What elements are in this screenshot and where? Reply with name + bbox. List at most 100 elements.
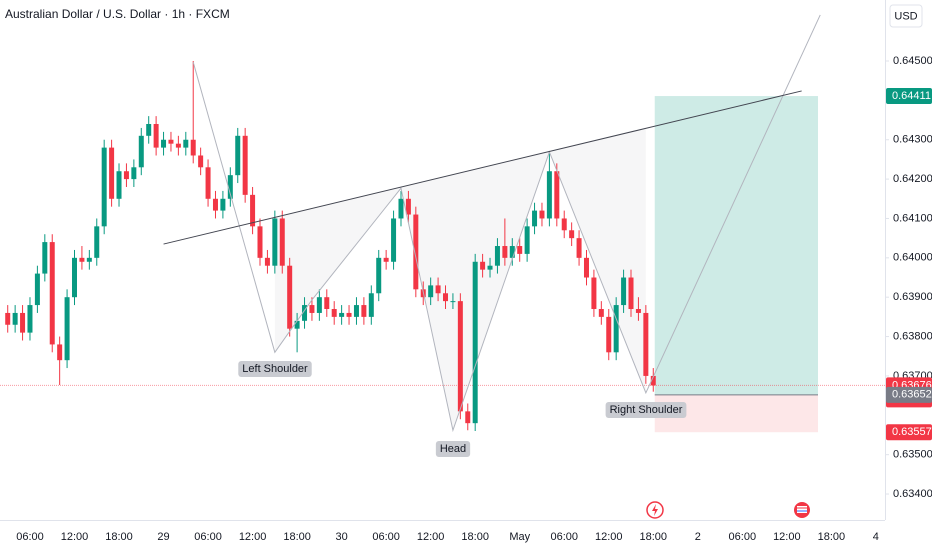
x-tick-label: 06:00 xyxy=(550,531,578,543)
candle-body xyxy=(101,147,107,227)
candle-body xyxy=(131,167,137,180)
x-tick-label: 12:00 xyxy=(595,531,623,543)
candle-body xyxy=(650,375,656,386)
x-tick-label: 18:00 xyxy=(818,531,846,543)
candle-body xyxy=(487,265,493,270)
pattern-line xyxy=(192,14,821,433)
x-tick-label: 12:00 xyxy=(773,531,801,543)
y-tick-label: 0.64500 xyxy=(893,55,932,67)
candle-body xyxy=(279,218,285,266)
annotation-box xyxy=(238,361,312,377)
price-tag-label: 0.64411 xyxy=(892,90,931,102)
alert-icon[interactable] xyxy=(646,501,664,519)
candle-body xyxy=(316,297,322,313)
candle-body xyxy=(561,218,567,231)
candle-body xyxy=(161,139,167,148)
candle-body xyxy=(183,139,189,148)
currency[interactable]: USD xyxy=(894,10,917,22)
y-tick-label: 0.64300 xyxy=(893,134,932,146)
candle-body xyxy=(94,226,100,258)
x-tick-label: 12:00 xyxy=(61,531,89,543)
x-tick-label: 18:00 xyxy=(640,531,668,543)
candle-body xyxy=(576,238,582,258)
candle-body xyxy=(494,246,500,266)
x-tick-label: 06:00 xyxy=(729,531,757,543)
candle-body xyxy=(49,242,55,345)
candle-body xyxy=(591,277,597,310)
candle-body xyxy=(20,312,26,333)
y-tick-label: 0.63800 xyxy=(893,330,932,342)
candle-body xyxy=(190,139,196,156)
chart-title: Australian Dollar / U.S. Dollar · 1h · F… xyxy=(5,7,230,21)
x-tick-label: 06:00 xyxy=(16,531,44,543)
candle-body xyxy=(524,226,530,254)
candle-body xyxy=(539,210,545,219)
x-tick-label: 2 xyxy=(695,531,701,543)
x-tick-label: 30 xyxy=(335,531,347,543)
candle-body xyxy=(309,305,315,313)
y-tick-label: 0.64200 xyxy=(893,173,932,185)
candle-body xyxy=(598,309,604,317)
candle-body xyxy=(287,265,293,329)
overlays: Left Shoulder Head Right Shoulder xyxy=(163,14,821,457)
candle-body xyxy=(264,257,270,266)
candle-body xyxy=(457,301,463,412)
x-tick-label: 18:00 xyxy=(105,531,133,543)
candle-body xyxy=(212,198,218,211)
price-tag xyxy=(886,386,932,403)
candle-body xyxy=(79,257,85,262)
candle-body xyxy=(294,320,300,329)
currency-box[interactable] xyxy=(889,4,923,28)
x-tick-label: May xyxy=(509,531,530,543)
candle-body xyxy=(532,210,538,227)
candle-body xyxy=(175,143,181,148)
candle-body xyxy=(376,257,382,294)
candle-body xyxy=(235,135,241,176)
candle-body xyxy=(628,277,634,310)
x-tick-label: 29 xyxy=(157,531,169,543)
candle-body xyxy=(405,198,411,215)
candle-body xyxy=(168,139,174,144)
candle-body xyxy=(227,175,233,199)
x-tick-label: 4 xyxy=(873,531,879,543)
candle-body xyxy=(109,147,115,199)
candle-body xyxy=(465,411,471,424)
x-tick-label: 06:00 xyxy=(194,531,222,543)
price-tag xyxy=(886,424,932,441)
candle-body xyxy=(368,293,374,317)
event-icon[interactable] xyxy=(794,502,810,518)
candle-body xyxy=(34,273,40,306)
candle-body xyxy=(324,297,330,310)
candle-body xyxy=(428,285,434,298)
x-tick-label: 12:00 xyxy=(239,531,267,543)
x-tick-label: 18:00 xyxy=(461,531,489,543)
candle-body xyxy=(450,301,456,303)
candle-body xyxy=(346,312,352,317)
candle-body xyxy=(353,305,359,317)
candle-body xyxy=(146,123,152,136)
annotation-box xyxy=(435,441,471,457)
candle-body xyxy=(57,344,63,361)
y-tick-label: 0.64000 xyxy=(893,252,932,264)
candle-body xyxy=(472,261,478,424)
candle-body xyxy=(339,312,345,317)
annotation: Head xyxy=(440,443,466,455)
annotation: Left Shoulder xyxy=(242,363,308,375)
candle-body xyxy=(509,246,515,258)
candle-body xyxy=(331,309,337,317)
y-tick-label: 0.63900 xyxy=(893,291,932,303)
candle-body xyxy=(546,171,552,219)
candle-body xyxy=(198,155,204,168)
annotation: Right Shoulder xyxy=(610,404,683,416)
candle-body xyxy=(153,123,159,148)
annotation-box xyxy=(605,402,687,418)
candle-body xyxy=(220,198,226,211)
candle-body xyxy=(391,218,397,262)
candle-body xyxy=(272,218,278,266)
x-tick-label: 18:00 xyxy=(283,531,311,543)
candle-body xyxy=(435,285,441,294)
candles xyxy=(5,61,656,432)
